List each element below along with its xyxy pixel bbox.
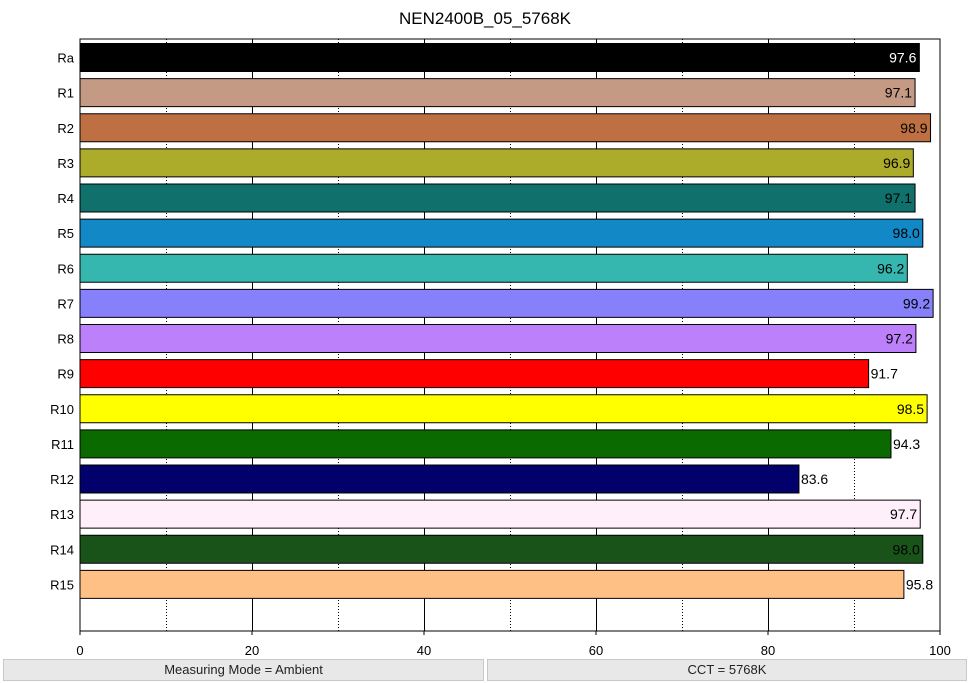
value-label: 97.2 <box>886 331 913 347</box>
category-label: R10 <box>50 402 74 417</box>
x-tick-label: 60 <box>589 643 603 658</box>
x-tick-label: 0 <box>76 643 83 658</box>
value-label: 97.6 <box>889 50 916 66</box>
bar-r15 <box>79 569 905 599</box>
value-label: 83.6 <box>801 471 828 487</box>
chart-title: NEN2400B_05_5768K <box>399 9 572 28</box>
x-tick-label: 80 <box>761 643 775 658</box>
bar-r11 <box>79 429 892 459</box>
bar-r8 <box>79 324 917 353</box>
value-label: 98.0 <box>893 541 920 557</box>
category-label: R8 <box>57 332 74 347</box>
category-label: R2 <box>57 121 74 136</box>
category-label: R7 <box>57 296 74 311</box>
bar-r7 <box>79 288 934 318</box>
category-label: R11 <box>51 437 74 452</box>
category-label: R15 <box>50 577 74 592</box>
category-label: R14 <box>50 542 74 557</box>
value-label: 98.0 <box>893 225 920 241</box>
category-label: R12 <box>50 472 74 487</box>
bar-r14 <box>79 534 924 564</box>
category-label: Ra <box>57 51 74 66</box>
category-label: R6 <box>57 261 74 276</box>
value-label: 97.7 <box>890 506 917 522</box>
x-tick-label: 100 <box>929 643 951 658</box>
value-label: 98.9 <box>900 120 927 136</box>
x-tick-label: 40 <box>417 643 431 658</box>
measuring-mode-status: Measuring Mode = Ambient <box>3 659 484 681</box>
bar-r10 <box>79 394 928 424</box>
value-label: 99.2 <box>903 295 930 311</box>
value-label: 95.8 <box>906 576 933 592</box>
category-label: R3 <box>57 156 74 171</box>
category-label: R1 <box>57 86 74 101</box>
bar-ra <box>79 43 920 72</box>
bar-r13 <box>79 499 921 529</box>
x-tick-label: 20 <box>245 643 259 658</box>
category-label: R5 <box>57 226 74 241</box>
value-label: 97.1 <box>885 85 912 101</box>
bar-r6 <box>79 253 908 283</box>
value-label: 98.5 <box>897 401 924 417</box>
bar-r1 <box>79 78 916 108</box>
bar-r4 <box>79 183 916 213</box>
value-label: 94.3 <box>893 436 920 452</box>
bar-r12 <box>79 464 800 494</box>
bar-r2 <box>79 113 932 143</box>
plot-frame <box>79 38 941 632</box>
category-label: R4 <box>57 191 74 206</box>
bar-r9 <box>79 359 870 389</box>
value-label: 96.2 <box>877 260 904 276</box>
category-label: R13 <box>50 507 74 522</box>
value-label: 96.9 <box>883 155 910 171</box>
cct-status: CCT = 5768K <box>487 659 967 681</box>
bar-r5 <box>79 218 924 248</box>
value-label: 91.7 <box>871 366 898 382</box>
category-label: R9 <box>57 367 74 382</box>
bar-r3 <box>79 148 914 178</box>
value-label: 97.1 <box>885 190 912 206</box>
